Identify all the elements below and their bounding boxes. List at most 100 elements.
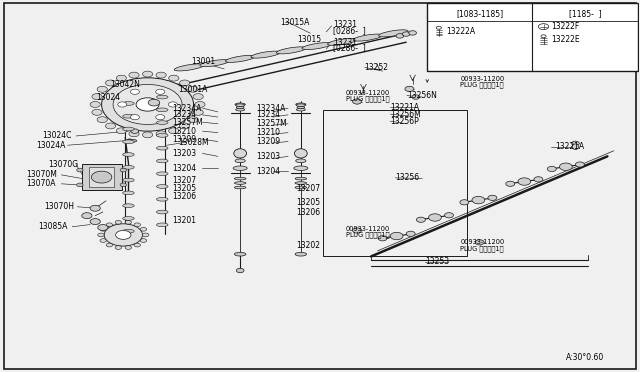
Text: 13203: 13203 [172,149,196,158]
Text: A:30°0.60: A:30°0.60 [566,353,604,362]
Ellipse shape [157,159,168,163]
Ellipse shape [353,34,383,41]
Ellipse shape [541,35,546,38]
Ellipse shape [328,38,357,45]
Text: 13222E: 13222E [551,35,580,44]
Circle shape [417,217,426,222]
Circle shape [143,233,149,237]
Circle shape [97,86,108,92]
Text: 13256M: 13256M [390,110,421,119]
Text: 00933-11200: 00933-11200 [461,76,505,81]
Circle shape [179,80,189,86]
Ellipse shape [296,103,306,106]
Circle shape [506,181,515,186]
Text: 13221A: 13221A [390,103,419,112]
Text: 13205: 13205 [296,198,320,207]
Ellipse shape [236,104,244,106]
Circle shape [92,109,102,115]
Circle shape [179,123,189,129]
Text: 13256N: 13256N [407,91,436,100]
Ellipse shape [276,47,306,54]
Circle shape [518,178,531,185]
Circle shape [125,246,131,249]
Circle shape [131,129,139,134]
Ellipse shape [157,223,168,227]
Text: 13204: 13204 [256,167,280,176]
Circle shape [406,231,415,236]
Text: 13024A: 13024A [36,141,65,150]
Ellipse shape [235,159,245,163]
Text: 13234: 13234 [256,110,280,119]
Circle shape [116,128,127,134]
Text: [1083-1185]: [1083-1185] [456,9,503,18]
Circle shape [102,78,193,131]
Circle shape [390,232,403,240]
Text: 13070G: 13070G [49,160,79,169]
Text: 13001A: 13001A [178,85,207,94]
Circle shape [396,34,404,38]
Circle shape [378,235,387,241]
Ellipse shape [234,252,246,256]
Text: 13234A: 13234A [256,104,285,113]
Text: 00933-11200: 00933-11200 [461,239,505,245]
Ellipse shape [436,26,442,29]
Ellipse shape [123,140,134,144]
Bar [89,167,115,187]
Ellipse shape [295,252,307,256]
Circle shape [429,214,442,221]
Ellipse shape [123,153,134,156]
Circle shape [131,115,140,120]
Ellipse shape [302,42,332,49]
Circle shape [409,31,417,35]
Circle shape [353,228,362,233]
Ellipse shape [236,108,244,111]
Ellipse shape [157,198,168,201]
Circle shape [188,86,198,92]
Circle shape [412,95,420,99]
Ellipse shape [296,159,306,163]
Text: 13042N: 13042N [111,80,140,89]
Circle shape [90,205,100,211]
Circle shape [129,131,139,137]
Text: 13206: 13206 [172,192,196,201]
Ellipse shape [233,166,247,170]
Circle shape [193,94,204,100]
Ellipse shape [379,30,408,37]
Text: 13024: 13024 [97,93,120,102]
Circle shape [188,117,198,123]
Text: 13210: 13210 [256,128,280,137]
Text: 13221A: 13221A [555,142,584,151]
Text: 13085A: 13085A [38,222,67,231]
Ellipse shape [294,149,307,158]
Ellipse shape [235,103,245,106]
Text: [1185-  ]: [1185- ] [569,9,602,18]
Ellipse shape [127,139,137,142]
Circle shape [98,233,104,237]
Ellipse shape [123,191,134,195]
Text: 13205: 13205 [172,184,196,193]
Circle shape [572,141,579,145]
Circle shape [143,132,153,138]
Circle shape [143,71,153,77]
Circle shape [156,89,164,94]
Text: 13234: 13234 [172,110,196,119]
Ellipse shape [296,108,305,111]
Text: PLUG プラグ（1）: PLUG プラグ（1） [461,245,504,251]
Circle shape [125,221,131,224]
Circle shape [129,72,139,78]
Circle shape [116,75,127,81]
Circle shape [156,131,166,137]
Text: 13070H: 13070H [44,202,74,211]
Text: 13252: 13252 [365,63,388,72]
Circle shape [445,213,454,218]
Ellipse shape [123,178,134,182]
Circle shape [98,225,108,231]
Circle shape [77,183,83,187]
Circle shape [131,89,140,94]
Text: 13256P: 13256P [390,117,419,126]
Circle shape [472,196,484,204]
Circle shape [169,128,179,134]
Ellipse shape [236,268,244,273]
Circle shape [77,168,83,172]
Circle shape [488,195,497,201]
